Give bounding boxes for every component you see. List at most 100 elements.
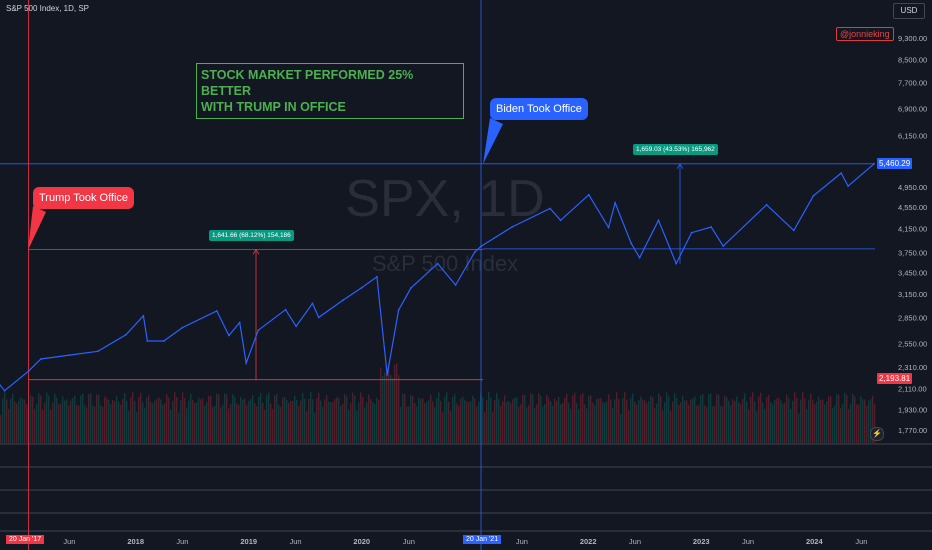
series-point: [473, 251, 476, 253]
y-tick-label: 3,750.00: [898, 249, 927, 258]
x-tick-label: Jun: [855, 537, 867, 546]
volume-bar: [38, 393, 40, 443]
volume-bar: [56, 397, 58, 443]
volume-bar: [390, 375, 392, 443]
lightning-icon[interactable]: ⚡: [870, 427, 884, 441]
volume-bar: [500, 405, 502, 443]
volume-bar: [50, 409, 52, 443]
volume-bar: [64, 400, 66, 443]
series-point: [638, 256, 641, 259]
volume-bar: [668, 396, 670, 443]
volume-bar: [712, 406, 714, 443]
volume-bar: [436, 397, 438, 443]
volume-bar: [186, 408, 188, 443]
y-tick-label: 2,850.00: [898, 313, 927, 322]
volume-bar: [550, 401, 552, 443]
currency-button[interactable]: USD: [893, 3, 925, 19]
volume-bar: [166, 394, 168, 443]
volume-bar: [212, 407, 214, 443]
volume-bar: [690, 399, 692, 443]
volume-bar: [450, 411, 452, 443]
volume-bar: [670, 410, 672, 443]
volume-bar: [342, 403, 344, 443]
volume-bar: [642, 399, 644, 443]
volume-bar: [750, 396, 752, 443]
volume-bar: [154, 400, 156, 443]
symbol-title[interactable]: S&P 500 Index, 1D, SP: [6, 4, 90, 13]
volume-bar: [640, 396, 642, 443]
volume-bar: [812, 400, 814, 443]
volume-bar: [36, 403, 38, 443]
volume-bar: [254, 403, 256, 443]
time-axis[interactable]: Jun 2018 Jun 2019 Jun 2020 Jun Jun 2022 Jun 2023 Ju…: [63, 537, 867, 546]
volume-bar: [288, 402, 290, 443]
volume-bar: [606, 401, 608, 443]
series-point: [559, 219, 562, 222]
volume-bar: [224, 393, 226, 443]
volume-bar: [612, 408, 614, 443]
volume-bar: [80, 395, 82, 443]
volume-bar: [574, 392, 576, 443]
volume-bar: [546, 395, 548, 443]
volume-bar: [738, 402, 740, 443]
series-point: [238, 321, 241, 324]
x-tick-label: Jun: [742, 537, 754, 546]
volume-bar: [758, 396, 760, 443]
volume-bar: [426, 401, 428, 443]
volume-bar: [414, 402, 416, 443]
x-tick-label: 2024: [806, 537, 824, 546]
volume-bar: [780, 400, 782, 443]
volume-bar: [316, 398, 318, 443]
series-point: [630, 242, 633, 245]
series-point: [342, 299, 344, 302]
price-axis[interactable]: 9,300.00 8,500.00 7,700.00 6,900.00 6,150.00…: [898, 34, 927, 435]
volume-bar: [326, 395, 328, 443]
y-tick-label: 6,150.00: [898, 132, 927, 141]
volume-bar: [298, 405, 300, 443]
volume-bar: [338, 398, 340, 443]
price-series: [0, 162, 875, 392]
watermark-symbol: SPX, 1D: [345, 170, 544, 228]
volume-bar: [478, 401, 480, 443]
volume-bar: [232, 394, 234, 443]
volume-bar: [708, 394, 710, 443]
volume-bar: [796, 397, 798, 443]
volume-bar: [662, 410, 664, 443]
volume-bar: [676, 397, 678, 443]
volume-bar: [18, 400, 20, 443]
series-point: [710, 226, 713, 228]
volume-bar: [34, 408, 36, 443]
y-tick-label: 3,450.00: [898, 268, 927, 277]
volume-bar: [120, 404, 122, 443]
volume-bar: [396, 363, 398, 443]
pane-separator: [0, 512, 932, 514]
volume-bar: [370, 399, 372, 443]
volume-bar: [692, 398, 694, 443]
volume-bar: [658, 393, 660, 443]
volume-bar: [816, 401, 818, 443]
volume-bar: [504, 395, 506, 443]
volume-bar: [742, 398, 744, 443]
trump-low-price-label: 2,193.81: [877, 373, 913, 384]
volume-bar: [452, 396, 454, 443]
volume-bar: [702, 394, 704, 443]
volume-bar: [774, 399, 776, 443]
volume-bar: [94, 406, 96, 443]
volume-bar: [322, 406, 324, 443]
volume-bar: [184, 398, 186, 443]
volume-bar: [534, 408, 536, 443]
volume-bar: [472, 395, 474, 443]
volume-bar: [188, 400, 190, 443]
volume-bar: [30, 395, 32, 443]
author-handle: @jonnieking: [836, 27, 894, 41]
volume-bar: [442, 412, 444, 443]
volume-bar: [158, 397, 160, 443]
volume-bar: [654, 407, 656, 443]
volume-bar: [614, 399, 616, 443]
volume-bar: [858, 404, 860, 443]
volume-bar: [798, 413, 800, 443]
volume-bar: [590, 395, 592, 443]
volume-bar: [476, 406, 478, 443]
